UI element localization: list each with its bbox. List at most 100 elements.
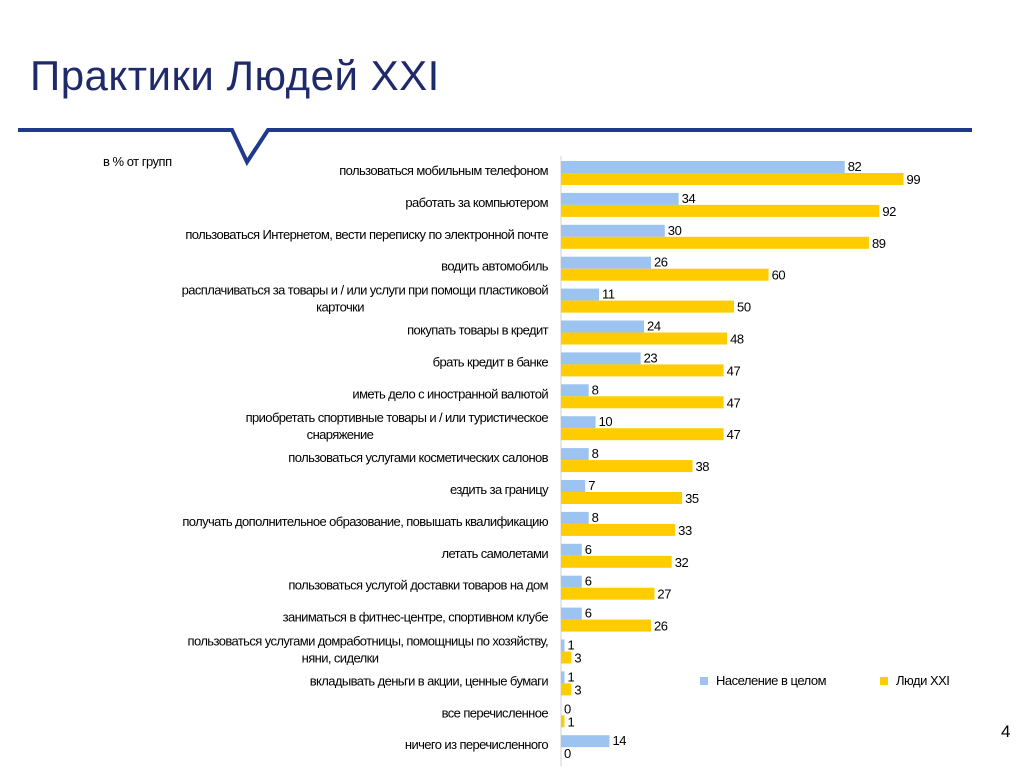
category-label: брать кредит в банке bbox=[433, 354, 549, 369]
legend-label-population: Население в целом bbox=[716, 673, 827, 688]
value-label-population: 8 bbox=[592, 446, 599, 461]
header-divider-line bbox=[18, 128, 972, 167]
bar-people-xxi bbox=[561, 683, 572, 696]
value-label-people-xxi: 0 bbox=[564, 746, 571, 761]
bar-population bbox=[561, 416, 596, 429]
value-label-people-xxi: 48 bbox=[730, 332, 744, 347]
bar-people-xxi bbox=[561, 236, 869, 249]
value-label-people-xxi: 47 bbox=[727, 395, 741, 410]
category-label-line: няни, сиделки bbox=[302, 651, 379, 666]
value-label-people-xxi: 3 bbox=[574, 682, 581, 697]
value-label-people-xxi: 89 bbox=[872, 236, 886, 251]
value-label-population: 1 bbox=[567, 638, 574, 653]
bar-population bbox=[561, 480, 586, 492]
value-label-population: 6 bbox=[585, 542, 592, 557]
value-label-population: 0 bbox=[564, 701, 571, 716]
category-label-line: работать за компьютером bbox=[405, 195, 548, 210]
value-label-population: 6 bbox=[585, 606, 592, 621]
value-label-population: 26 bbox=[654, 255, 668, 270]
legend-label-people-xxi: Люди XXI bbox=[896, 673, 950, 688]
category-label: получать дополнительное образование, пов… bbox=[182, 514, 549, 529]
category-label-line: карточки bbox=[316, 300, 364, 315]
category-label-line: водить автомобиль bbox=[441, 259, 549, 274]
bar-population bbox=[561, 448, 589, 461]
value-label-population: 14 bbox=[612, 733, 626, 748]
value-label-population: 23 bbox=[644, 350, 658, 365]
value-label-people-xxi: 60 bbox=[772, 268, 786, 283]
category-label-line: пользоваться услугами косметических сало… bbox=[288, 450, 548, 465]
value-label-people-xxi: 32 bbox=[675, 555, 689, 570]
category-label: вкладывать деньги в акции, ценные бумаги bbox=[310, 673, 549, 688]
bar-population bbox=[561, 352, 641, 365]
category-label-line: получать дополнительное образование, пов… bbox=[182, 514, 549, 529]
value-label-people-xxi: 27 bbox=[657, 587, 671, 602]
value-label-people-xxi: 35 bbox=[685, 491, 699, 506]
category-label: пользоваться услугами домработницы, помо… bbox=[188, 634, 548, 666]
value-label-people-xxi: 92 bbox=[882, 204, 896, 219]
value-label-people-xxi: 99 bbox=[907, 172, 921, 187]
bar-people-xxi bbox=[561, 587, 655, 600]
bar-people-xxi bbox=[561, 651, 572, 664]
category-label-line: приобретать спортивные товары и / или ту… bbox=[246, 410, 549, 425]
bar-population bbox=[561, 192, 679, 205]
bar-people-xxi bbox=[561, 364, 724, 377]
value-label-population: 7 bbox=[588, 478, 595, 493]
value-label-people-xxi: 47 bbox=[727, 427, 741, 442]
bar-people-xxi bbox=[561, 204, 880, 217]
bar-people-xxi bbox=[561, 268, 769, 281]
bar-people-xxi bbox=[561, 300, 734, 313]
category-label-line: снаряжение bbox=[307, 427, 374, 442]
value-label-population: 34 bbox=[682, 191, 696, 206]
value-label-people-xxi: 50 bbox=[737, 300, 751, 315]
value-label-population: 30 bbox=[668, 223, 682, 238]
category-label-line: покупать товары в кредит bbox=[407, 323, 549, 338]
value-label-population: 1 bbox=[567, 669, 574, 684]
category-label: пользоваться мобильным телефоном bbox=[339, 163, 548, 178]
bar-population bbox=[561, 639, 565, 652]
value-label-people-xxi: 26 bbox=[654, 619, 668, 634]
category-label: ездить за границу bbox=[450, 482, 549, 497]
category-label: пользоваться Интернетом, вести переписку… bbox=[185, 227, 548, 242]
bar-people-xxi bbox=[561, 460, 693, 473]
category-label: иметь дело с иностранной валютой bbox=[352, 386, 548, 401]
bar-population bbox=[561, 288, 600, 301]
bar-people-xxi bbox=[561, 619, 651, 632]
unit-note: в % от групп bbox=[103, 154, 172, 169]
category-label: пользоваться услугой доставки товаров на… bbox=[288, 578, 548, 593]
category-label-line: пользоваться услугами домработницы, помо… bbox=[188, 634, 548, 649]
bar-people-xxi bbox=[561, 173, 904, 185]
category-label-line: пользоваться Интернетом, вести переписку… bbox=[185, 227, 548, 242]
category-label: приобретать спортивные товары и / или ту… bbox=[246, 410, 549, 442]
category-label-line: вкладывать деньги в акции, ценные бумаги bbox=[310, 673, 549, 688]
bar-population bbox=[561, 224, 665, 237]
legend-item-people-xxi: Люди XXI bbox=[880, 673, 950, 688]
category-label-line: брать кредит в банке bbox=[433, 354, 549, 369]
bar-population bbox=[561, 511, 589, 524]
legend-swatch-people-xxi bbox=[880, 676, 888, 685]
bar-population bbox=[561, 543, 582, 556]
category-label: водить автомобиль bbox=[441, 259, 549, 274]
category-label: покупать товары в кредит bbox=[407, 323, 549, 338]
value-label-population: 24 bbox=[647, 319, 661, 334]
category-label-line: расплачиваться за товары и / или услуги … bbox=[182, 283, 549, 298]
value-label-population: 10 bbox=[599, 414, 613, 429]
page-number: 4 bbox=[1001, 722, 1011, 741]
category-label: ничего из перечисленного bbox=[405, 737, 548, 752]
bar-population bbox=[561, 735, 610, 748]
category-label: заниматься в фитнес-центре, спортивном к… bbox=[283, 610, 549, 625]
value-label-population: 11 bbox=[602, 287, 615, 302]
bar-population bbox=[561, 575, 582, 588]
slide-title: Практики Людей XXI bbox=[30, 52, 440, 99]
category-label-line: летать самолетами bbox=[441, 546, 548, 561]
bar-population bbox=[561, 671, 565, 684]
bar-people-xxi bbox=[561, 523, 676, 536]
value-label-people-xxi: 33 bbox=[678, 523, 692, 538]
category-label-line: иметь дело с иностранной валютой bbox=[352, 386, 548, 401]
legend-item-population: Население в целом bbox=[700, 673, 827, 688]
legend-swatch-population bbox=[700, 676, 708, 685]
value-label-population: 6 bbox=[585, 574, 592, 589]
category-label-line: заниматься в фитнес-центре, спортивном к… bbox=[283, 610, 549, 625]
bar-people-xxi bbox=[561, 396, 724, 409]
category-label-line: пользоваться услугой доставки товаров на… bbox=[288, 578, 548, 593]
